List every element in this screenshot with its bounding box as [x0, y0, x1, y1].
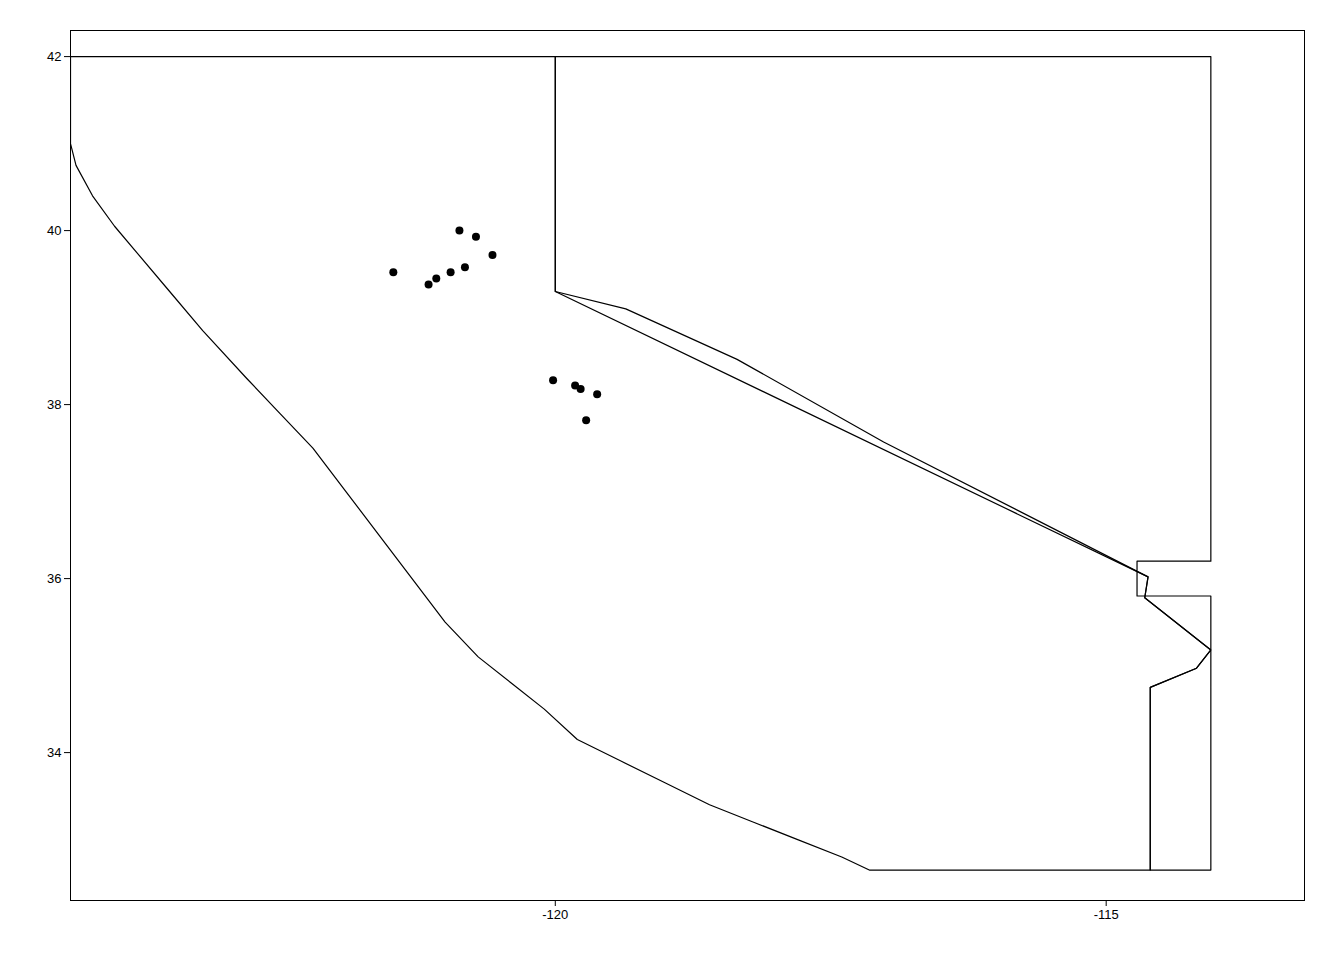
- svg-text:38: 38: [47, 397, 61, 412]
- svg-text:34: 34: [47, 745, 61, 760]
- svg-text:40: 40: [47, 223, 61, 238]
- svg-text:36: 36: [47, 571, 61, 586]
- svg-text:42: 42: [47, 49, 61, 64]
- svg-text:-115: -115: [1094, 907, 1119, 922]
- svg-text:-120: -120: [542, 907, 568, 922]
